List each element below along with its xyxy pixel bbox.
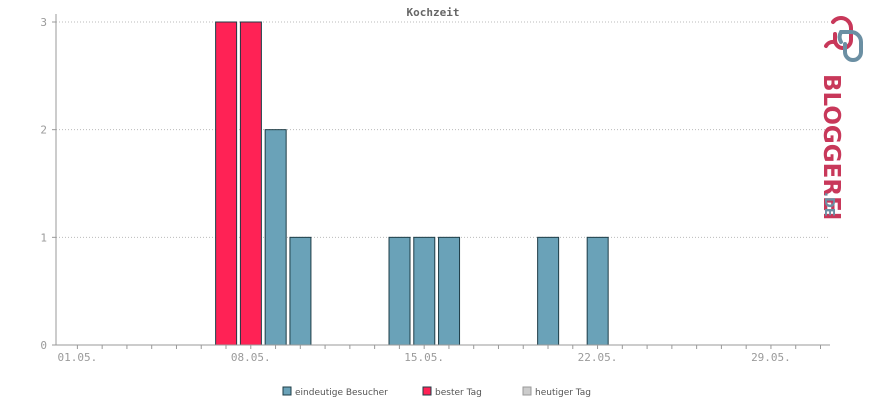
chart-title: Kochzeit (407, 6, 460, 19)
x-tick-label: 15.05. (404, 351, 444, 364)
bloggerei-logo: BLOGGEREI .DE (818, 16, 863, 220)
x-tick-label: 22.05. (578, 351, 618, 364)
bars (215, 21, 609, 346)
legend-swatch (282, 386, 292, 396)
axes: 0 1 2 3 01.05. 08.05. 15.05. 22.05. 29.05. (40, 14, 830, 364)
bar-eindeutige-besucher (264, 129, 287, 346)
x-tick-label: 08.05. (231, 351, 271, 364)
bar-eindeutige-besucher (388, 236, 411, 346)
bar-eindeutige-besucher (537, 236, 560, 346)
logo-text: BLOGGEREI (818, 74, 844, 220)
grid (56, 21, 830, 238)
y-tick-label: 2 (40, 124, 47, 137)
bar-eindeutige-besucher (289, 236, 312, 346)
legend-label: eindeutige Besucher (295, 388, 388, 398)
bar-eindeutige-besucher (586, 236, 609, 346)
bar-bester-tag (239, 21, 262, 346)
legend: eindeutige Besucher bester Tag heutiger Ta… (282, 386, 591, 398)
y-tick-label: 0 (40, 339, 47, 352)
bar-eindeutige-besucher (438, 236, 461, 346)
y-tick-label: 3 (40, 16, 47, 29)
legend-label: heutiger Tag (535, 388, 591, 398)
bar-eindeutige-besucher (413, 236, 436, 346)
y-tick-label: 1 (40, 231, 47, 244)
legend-swatch (422, 386, 432, 396)
legend-label: bester Tag (435, 388, 482, 398)
legend-swatch (522, 386, 532, 396)
x-tick-label: 01.05. (58, 351, 98, 364)
logo-suffix: .DE (821, 192, 836, 217)
bar-bester-tag (215, 21, 238, 346)
x-tick-label: 29.05. (751, 351, 791, 364)
logo-icon (824, 16, 863, 62)
